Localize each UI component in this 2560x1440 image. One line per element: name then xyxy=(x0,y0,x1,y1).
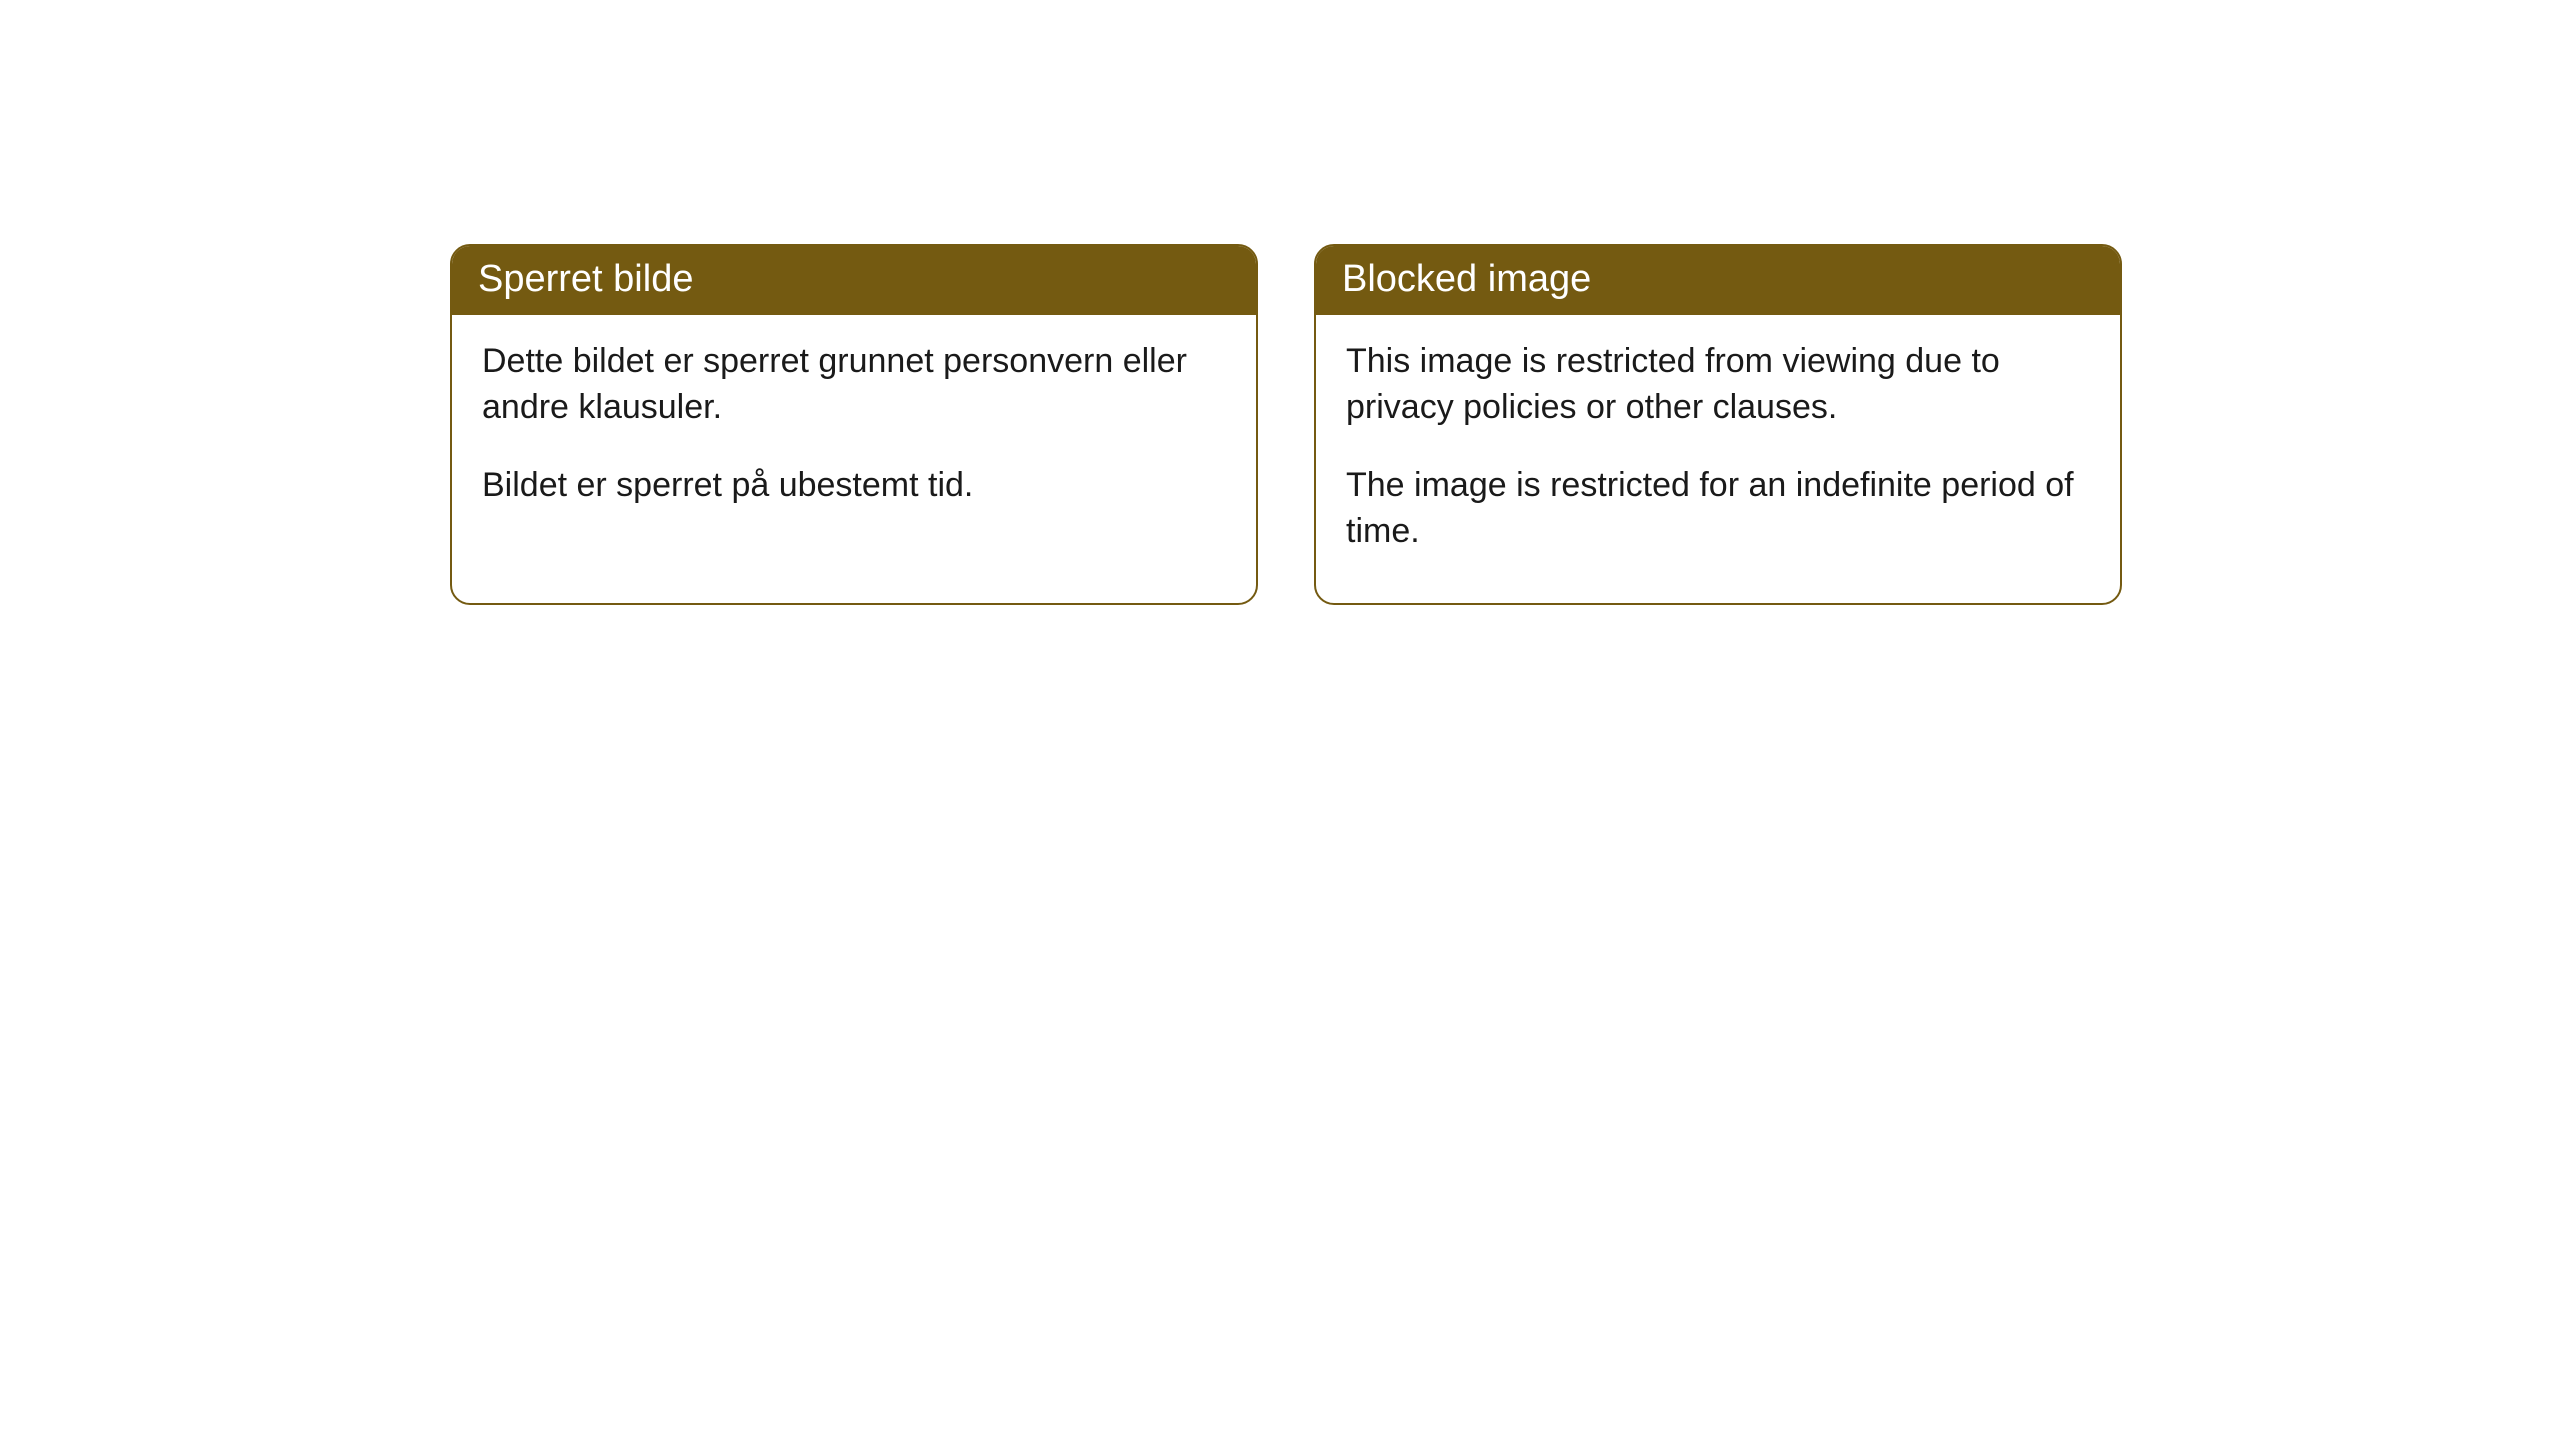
blocked-image-card-norwegian: Sperret bilde Dette bildet er sperret gr… xyxy=(450,244,1258,605)
blocked-image-card-english: Blocked image This image is restricted f… xyxy=(1314,244,2122,605)
card-body: This image is restricted from viewing du… xyxy=(1316,315,2120,603)
card-paragraph: The image is restricted for an indefinit… xyxy=(1346,463,2090,555)
card-title: Blocked image xyxy=(1342,258,1591,300)
card-paragraph: This image is restricted from viewing du… xyxy=(1346,339,2090,431)
card-body: Dette bildet er sperret grunnet personve… xyxy=(452,315,1256,557)
card-header: Blocked image xyxy=(1316,246,2120,315)
card-title: Sperret bilde xyxy=(478,258,693,300)
card-header: Sperret bilde xyxy=(452,246,1256,315)
card-paragraph: Dette bildet er sperret grunnet personve… xyxy=(482,339,1226,431)
cards-container: Sperret bilde Dette bildet er sperret gr… xyxy=(450,244,2560,605)
card-paragraph: Bildet er sperret på ubestemt tid. xyxy=(482,463,1226,509)
